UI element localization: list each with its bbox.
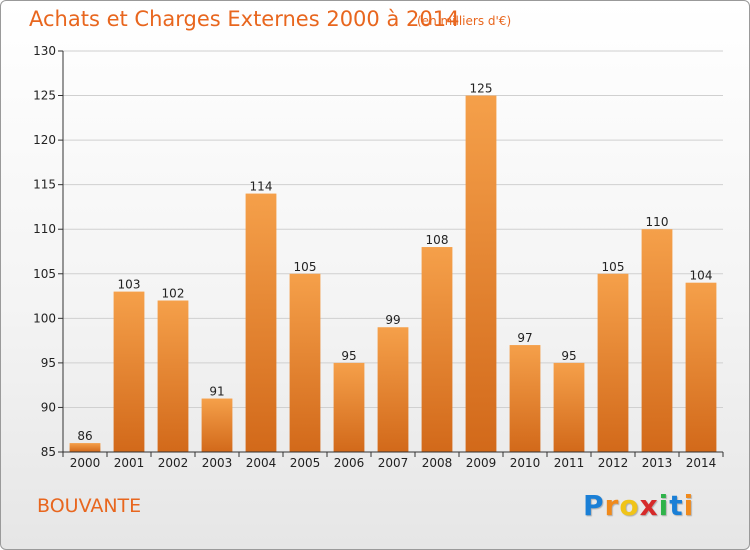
data-labels: 86 103 102 91 114 105 95 99 108 125 97 95 105 110 104	[77, 82, 712, 444]
bar	[553, 362, 585, 452]
data-label: 103	[118, 278, 141, 292]
logo-letter: P	[583, 489, 605, 522]
x-tick-label: 2002	[158, 456, 189, 470]
y-axis-ticks: 85 90 95 100 105 110 115 120 125 130	[33, 44, 63, 459]
data-label: 95	[561, 349, 576, 363]
y-tick-label: 115	[33, 178, 56, 192]
data-label: 97	[517, 331, 532, 345]
bar	[509, 345, 541, 452]
bar	[245, 193, 277, 453]
x-tick-label: 2005	[290, 456, 321, 470]
axes	[62, 51, 723, 453]
data-label: 125	[470, 82, 493, 96]
bar	[465, 95, 497, 453]
proxiti-logo: Proxiti	[583, 489, 694, 522]
data-label: 108	[426, 233, 449, 247]
commune-name: BOUVANTE	[37, 495, 142, 517]
y-tick-label: 85	[41, 445, 56, 459]
x-tick-label: 2004	[246, 456, 277, 470]
x-tick-label: 2008	[422, 456, 453, 470]
y-tick-label: 100	[33, 311, 56, 325]
bar	[113, 291, 145, 452]
x-tick-label: 2012	[598, 456, 629, 470]
data-label: 110	[646, 215, 669, 229]
x-tick-label: 2013	[642, 456, 673, 470]
bar	[289, 273, 321, 452]
x-tick-label: 2011	[554, 456, 585, 470]
data-label: 99	[385, 313, 400, 327]
x-tick-label: 2001	[114, 456, 145, 470]
bar	[685, 282, 717, 452]
y-tick-label: 90	[41, 400, 56, 414]
x-tick-label: 2009	[466, 456, 497, 470]
bar	[69, 443, 101, 452]
y-tick-label: 125	[33, 89, 56, 103]
y-tick-label: 110	[33, 222, 56, 236]
logo-letter: i	[658, 489, 670, 522]
data-label: 105	[602, 260, 625, 274]
x-axis-ticks: 2000 2001 2002 2003 2004 2005 2006 2007 2008 2009…	[62, 452, 724, 470]
data-label: 86	[77, 429, 92, 443]
data-label: 91	[209, 385, 224, 399]
bar	[201, 398, 233, 452]
data-label: 105	[294, 260, 317, 274]
y-tick-label: 120	[33, 133, 56, 147]
y-tick-label: 105	[33, 267, 56, 281]
bar	[421, 247, 453, 452]
bar	[641, 229, 673, 452]
bar	[377, 327, 409, 452]
bar	[597, 273, 629, 452]
data-label: 102	[162, 287, 185, 301]
x-tick-label: 2010	[510, 456, 541, 470]
logo-letter: o	[619, 489, 640, 522]
logo-letter: x	[639, 489, 659, 522]
bars	[69, 95, 717, 453]
bar	[157, 300, 189, 452]
logo-letter: t	[669, 489, 684, 522]
x-tick-label: 2007	[378, 456, 409, 470]
y-tick-label: 130	[33, 44, 56, 58]
y-tick-label: 95	[41, 356, 56, 370]
logo-letter: i	[683, 489, 695, 522]
x-tick-label: 2000	[70, 456, 101, 470]
chart-subtitle: (en milliers d'€)	[417, 14, 512, 28]
data-label: 104	[690, 269, 713, 283]
x-tick-label: 2014	[686, 456, 717, 470]
bar	[333, 362, 365, 452]
data-label: 95	[341, 349, 356, 363]
data-label: 114	[250, 180, 273, 194]
x-tick-label: 2006	[334, 456, 365, 470]
x-tick-label: 2003	[202, 456, 233, 470]
logo-letter: r	[604, 489, 620, 522]
chart-title: Achats et Charges Externes 2000 à 2014	[29, 7, 460, 31]
